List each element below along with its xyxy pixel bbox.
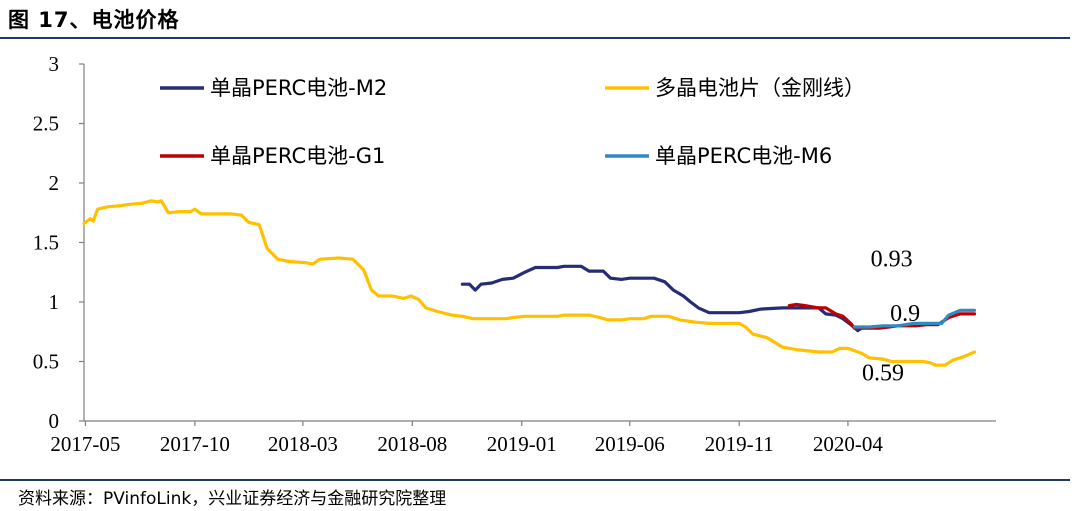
axes <box>83 64 996 422</box>
x-tick-label: 2017-10 <box>160 432 230 456</box>
annotation-label: 0.59 <box>862 361 904 387</box>
y-tick-label: 1.5 <box>33 231 59 255</box>
legend: 单晶PERC电池-M2 多晶电池片（金刚线） 单晶PERC电池-G1 单晶PERC电池… <box>160 76 865 168</box>
legend-item-g1: 单晶PERC电池-G1 <box>160 144 385 168</box>
y-tick-label: 1 <box>49 290 60 314</box>
x-tick-label: 2019-11 <box>705 432 774 456</box>
legend-label: 单晶PERC电池-G1 <box>210 144 385 168</box>
series-line-m2 <box>460 264 865 333</box>
legend-label: 单晶PERC电池-M2 <box>210 76 387 100</box>
legend-item-multi: 多晶电池片（金刚线） <box>605 76 865 100</box>
x-tick-label: 2019-06 <box>595 432 665 456</box>
legend-item-m6: 单晶PERC电池-M6 <box>605 144 832 168</box>
y-tick-label: 2 <box>49 171 60 195</box>
annotation-label: 0.9 <box>890 301 920 327</box>
x-tick-label: 2020-04 <box>813 432 883 456</box>
source-note: 资料来源：PVinfoLink，兴业证券经济与金融研究院整理 <box>18 489 447 509</box>
legend-label: 单晶PERC电池-M6 <box>655 144 832 168</box>
y-axis-ticks: 0 0.5 1 1.5 2 2.5 3 <box>33 52 84 433</box>
battery-price-chart: 0 0.5 1 1.5 2 2.5 3 2017-05 2017-10 2018-03 2018-… <box>33 52 996 456</box>
x-axis-ticks: 2017-05 2017-10 2018-03 2018-08 2019-01 2019-… <box>50 421 883 456</box>
y-tick-label: 0.5 <box>33 350 59 374</box>
series-lines <box>82 199 977 367</box>
x-tick-label: 2018-03 <box>268 432 338 456</box>
x-tick-label: 2017-05 <box>50 432 120 456</box>
y-tick-label: 0 <box>49 409 60 433</box>
legend-item-m2: 单晶PERC电池-M2 <box>160 76 387 100</box>
x-tick-label: 2019-01 <box>487 432 557 456</box>
annotation-label: 0.93 <box>871 246 913 272</box>
bottom-rule <box>0 479 1070 481</box>
series-line-m6 <box>852 308 977 329</box>
annotations: 0.93 0.9 0.59 <box>862 246 920 386</box>
top-rule <box>0 37 1070 39</box>
series-line-multi <box>82 199 977 367</box>
legend-label: 多晶电池片（金刚线） <box>655 76 865 100</box>
y-tick-label: 2.5 <box>33 112 59 136</box>
figure-title: 图 17、电池价格 <box>8 8 180 32</box>
y-tick-label: 3 <box>49 52 60 76</box>
x-tick-label: 2018-08 <box>377 432 447 456</box>
